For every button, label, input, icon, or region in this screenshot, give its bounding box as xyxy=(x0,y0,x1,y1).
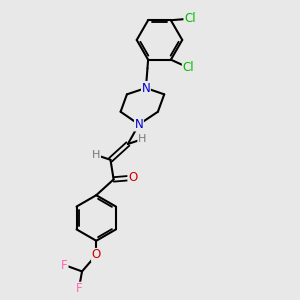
Text: N: N xyxy=(135,118,143,131)
Text: F: F xyxy=(76,282,82,295)
Text: O: O xyxy=(128,171,137,184)
Text: H: H xyxy=(138,134,146,144)
Text: F: F xyxy=(61,259,68,272)
Text: N: N xyxy=(142,82,150,94)
Text: Cl: Cl xyxy=(184,12,196,25)
Text: H: H xyxy=(92,150,100,160)
Text: Cl: Cl xyxy=(182,61,194,74)
Text: O: O xyxy=(92,248,101,262)
